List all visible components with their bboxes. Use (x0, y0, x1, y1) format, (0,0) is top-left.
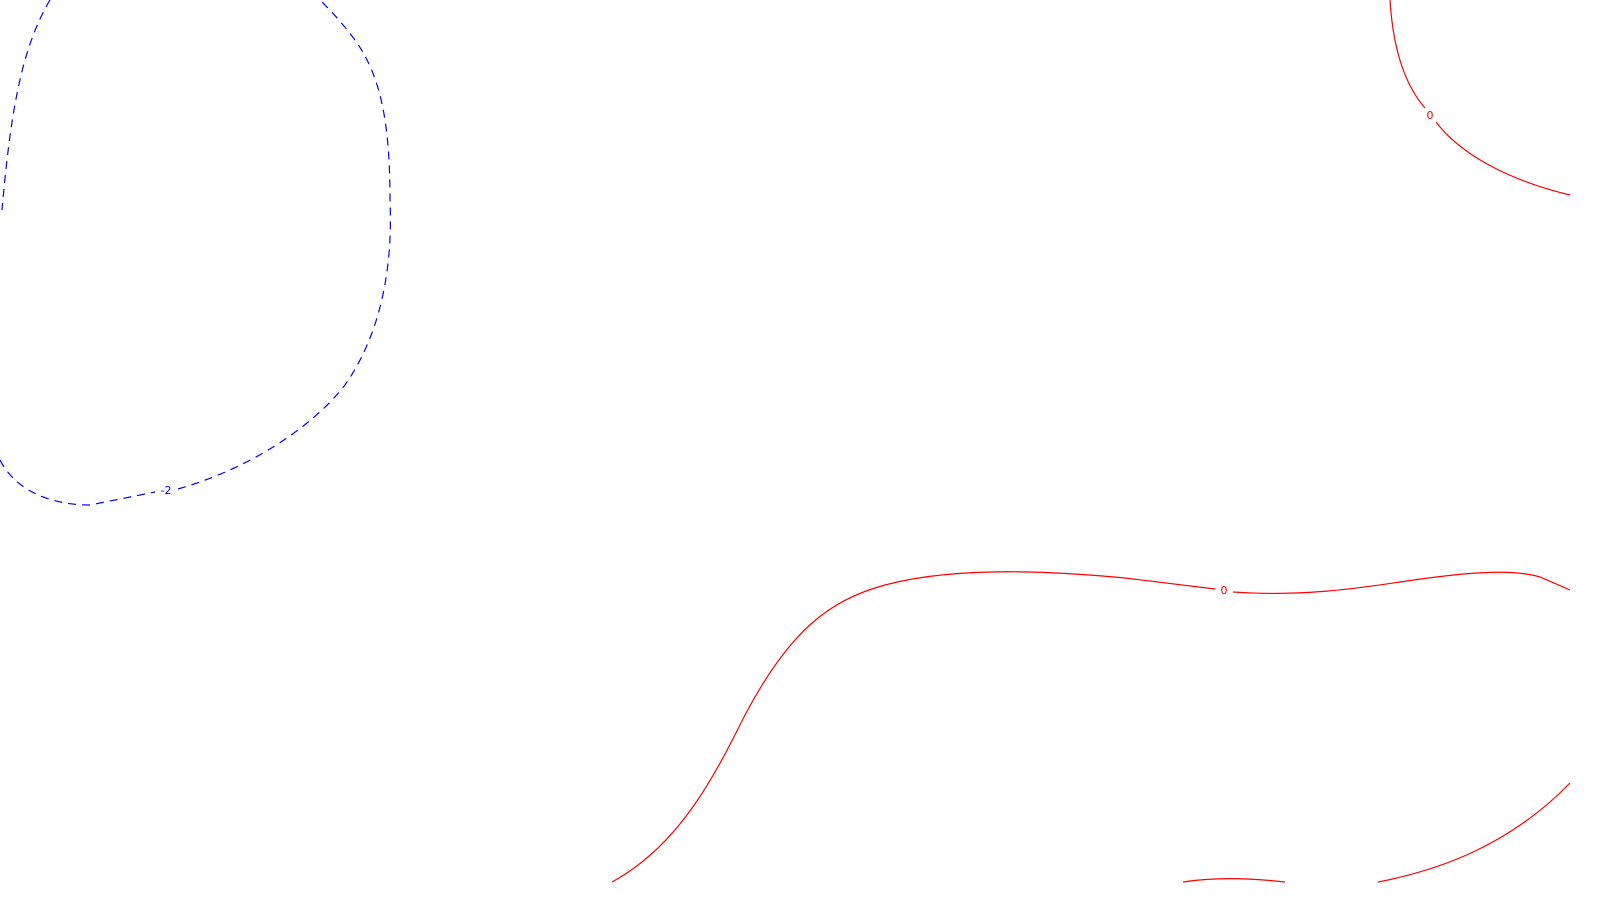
contour-negative-2: -2 (0, 0, 391, 506)
contour-line-zero-top-right (1389, 0, 1571, 196)
contour-line-zero-bottom-right (1182, 782, 1571, 883)
contour-label-zero-bottom: 0 (1221, 584, 1228, 597)
contour-label-negative-2: -2 (161, 484, 172, 497)
contour-line-zero-bottom (611, 571, 1571, 883)
contour-zero-bottom: 0 (611, 571, 1571, 883)
contour-line-negative-2 (0, 0, 391, 506)
contour-label-zero-top-right: 0 (1427, 109, 1434, 122)
contour-zero-top-right: 0 (1389, 0, 1571, 196)
contour-zero-bottom-right (1182, 782, 1571, 883)
